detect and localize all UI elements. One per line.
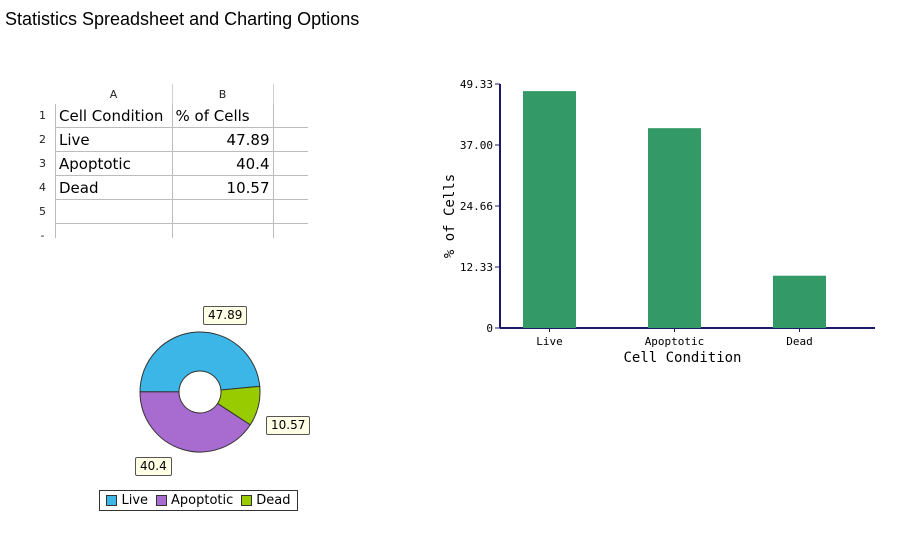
cell-c1[interactable]: [273, 104, 308, 128]
column-header-a[interactable]: A: [55, 84, 173, 104]
y-tick-label: 0: [486, 322, 493, 335]
cell-a4[interactable]: Dead: [55, 175, 173, 200]
legend-swatch-live: [106, 495, 118, 506]
cell-a3[interactable]: Apoptotic: [55, 151, 173, 176]
cell-c4[interactable]: [273, 175, 308, 200]
cell-b2[interactable]: 47.89: [172, 127, 274, 152]
cell-b4[interactable]: 10.57: [172, 175, 274, 200]
row-header[interactable]: 2: [39, 133, 46, 146]
cell-b6[interactable]: [172, 223, 274, 238]
x-tick-label: Apoptotic: [645, 335, 705, 348]
data-label-dead: 10.57: [266, 416, 311, 435]
data-label-live: 47.89: [203, 306, 248, 325]
y-tick-label: 37.00: [460, 139, 493, 152]
row-header[interactable]: 5: [39, 205, 46, 218]
cell-c3[interactable]: [273, 151, 308, 176]
cell-c2[interactable]: [273, 127, 308, 152]
legend-item-apoptotic[interactable]: Apoptotic: [156, 493, 233, 508]
cell-a1[interactable]: Cell Condition: [55, 104, 173, 128]
y-axis-label: % of Cells: [442, 174, 458, 258]
bar-chart[interactable]: 0 12.33 24.66 37.00 49.33 Live Apoptotic Dead Ce…: [430, 70, 890, 385]
donut-slice-live[interactable]: [139, 331, 261, 393]
row-header[interactable]: 3: [39, 157, 46, 170]
legend-label: Apoptotic: [171, 493, 234, 508]
legend-label: Dead: [256, 493, 291, 508]
data-label-apoptotic: 40.4: [135, 457, 172, 476]
donut-legend: Live Apoptotic Dead: [99, 490, 298, 511]
cell-b3[interactable]: 40.4: [172, 151, 274, 176]
sheet-corner[interactable]: [30, 84, 56, 104]
y-tick-label: 49.33: [460, 78, 493, 91]
legend-swatch-dead: [241, 495, 253, 506]
legend-item-live[interactable]: Live: [106, 493, 148, 508]
bar-apoptotic[interactable]: [648, 128, 701, 328]
cell-a2[interactable]: Live: [55, 127, 173, 152]
spreadsheet[interactable]: A B 1 Cell Condition % of Cells 2 Live 4…: [30, 84, 320, 238]
legend-swatch-apoptotic: [156, 495, 168, 506]
cell-c6[interactable]: [273, 223, 308, 238]
x-axis-label: Cell Condition: [623, 350, 741, 366]
column-header-c[interactable]: [273, 84, 308, 104]
y-tick-label: 12.33: [460, 261, 493, 274]
page-title: Statistics Spreadsheet and Charting Opti…: [5, 9, 360, 29]
y-tick-label: 24.66: [460, 200, 493, 213]
cell-b5[interactable]: [172, 199, 274, 224]
legend-item-dead[interactable]: Dead: [241, 493, 291, 508]
x-tick-label: Dead: [786, 335, 813, 348]
row-header[interactable]: 1: [39, 109, 46, 123]
row-header[interactable]: 4: [39, 181, 46, 194]
column-header-b[interactable]: B: [172, 84, 274, 104]
bar-live[interactable]: [523, 91, 576, 328]
bar-dead[interactable]: [773, 275, 826, 328]
donut-slice-dead[interactable]: [216, 385, 261, 426]
x-tick-label: Live: [536, 335, 563, 348]
row-header[interactable]: -: [40, 229, 45, 238]
donut-chart[interactable]: [138, 330, 263, 455]
cell-c5[interactable]: [273, 199, 308, 224]
cell-b1[interactable]: % of Cells: [172, 104, 274, 128]
cell-a5[interactable]: [55, 199, 173, 224]
cell-a6[interactable]: [55, 223, 173, 238]
legend-label: Live: [121, 493, 149, 508]
